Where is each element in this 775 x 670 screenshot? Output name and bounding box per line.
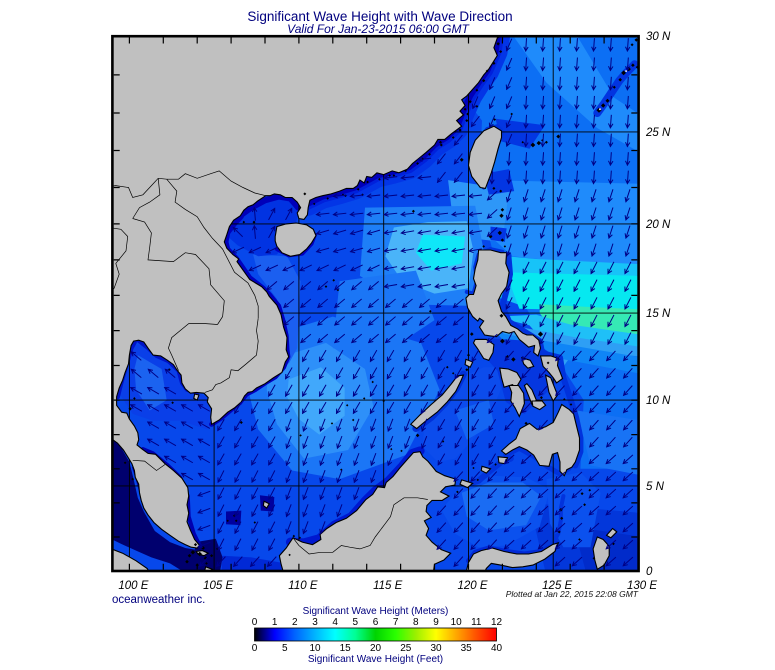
svg-text:30 N: 30 N [646, 31, 671, 43]
svg-text:0: 0 [646, 566, 653, 578]
svg-text:20 N: 20 N [645, 219, 671, 231]
svg-text:125 E: 125 E [542, 580, 572, 592]
svg-text:100 E: 100 E [118, 580, 148, 592]
svg-text:0: 0 [252, 643, 258, 654]
svg-text:105 E: 105 E [203, 580, 233, 592]
svg-text:Significant Wave Height (Feet): Significant Wave Height (Feet) [308, 654, 443, 665]
svg-text:6: 6 [373, 617, 379, 628]
svg-text:7: 7 [393, 617, 399, 628]
svg-text:Significant Wave Height with W: Significant Wave Height with Wave Direct… [247, 9, 512, 24]
svg-text:12: 12 [491, 617, 503, 628]
svg-text:5 N: 5 N [646, 481, 665, 493]
svg-text:10: 10 [309, 643, 321, 654]
svg-text:35: 35 [461, 643, 473, 654]
svg-text:10 N: 10 N [646, 395, 671, 407]
svg-text:15 N: 15 N [646, 308, 671, 320]
svg-text:0: 0 [252, 617, 258, 628]
svg-text:5: 5 [282, 643, 288, 654]
svg-text:Plotted at Jan 22, 2015 22:08: Plotted at Jan 22, 2015 22:08 GMT [506, 589, 639, 599]
svg-text:30: 30 [430, 643, 442, 654]
svg-text:9: 9 [433, 617, 439, 628]
svg-text:Significant Wave Height (Meter: Significant Wave Height (Meters) [303, 606, 449, 617]
svg-text:11: 11 [471, 617, 482, 628]
svg-text:115 E: 115 E [373, 580, 403, 592]
svg-text:oceanweather inc.: oceanweather inc. [112, 594, 205, 606]
svg-text:130 E: 130 E [627, 580, 657, 592]
svg-text:8: 8 [413, 617, 419, 628]
svg-text:110 E: 110 E [288, 580, 318, 592]
svg-text:2: 2 [292, 617, 298, 628]
svg-text:Valid For Jan-23-2015 06:00 GM: Valid For Jan-23-2015 06:00 GMT [287, 22, 470, 36]
svg-text:1: 1 [272, 617, 278, 628]
svg-text:20: 20 [370, 643, 382, 654]
svg-text:120 E: 120 E [457, 580, 487, 592]
svg-text:10: 10 [451, 617, 463, 628]
svg-text:25: 25 [400, 643, 412, 654]
svg-text:15: 15 [340, 643, 352, 654]
svg-text:4: 4 [332, 617, 338, 628]
svg-text:25 N: 25 N [645, 127, 671, 139]
svg-text:5: 5 [353, 617, 359, 628]
svg-text:3: 3 [312, 617, 318, 628]
svg-text:40: 40 [491, 643, 503, 654]
